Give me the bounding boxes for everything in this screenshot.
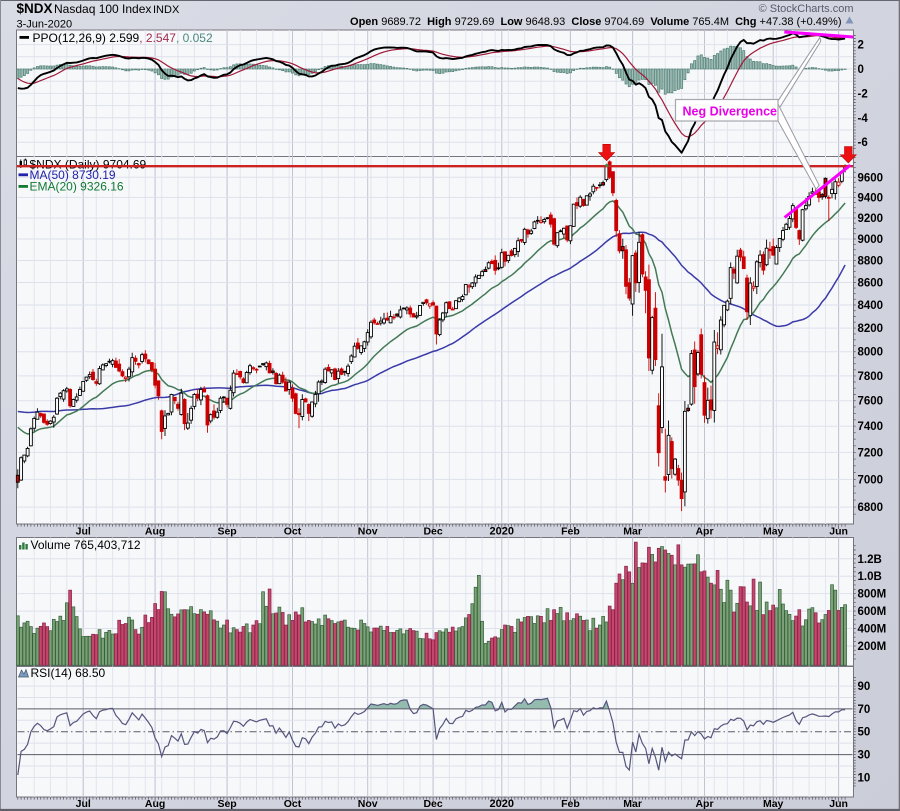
svg-text:Mar: Mar (623, 526, 642, 538)
svg-text:Neg Divergence: Neg Divergence (683, 105, 778, 119)
svg-text:70: 70 (858, 704, 871, 716)
svg-text:Jul: Jul (76, 798, 91, 810)
svg-text:Jun: Jun (829, 526, 848, 538)
svg-text:8000: 8000 (858, 347, 884, 359)
svg-text:Aug: Aug (145, 798, 165, 810)
svg-text:7800: 7800 (858, 371, 884, 383)
svg-text:INDX: INDX (153, 4, 180, 16)
svg-text:-2: -2 (858, 88, 868, 100)
svg-text:Sep: Sep (217, 798, 236, 810)
svg-text:8400: 8400 (858, 300, 884, 312)
svg-text:Mar: Mar (623, 798, 642, 810)
svg-text:600M: 600M (858, 606, 887, 618)
svg-text:Apr: Apr (695, 798, 713, 810)
svg-text:Volume 765,403,712: Volume 765,403,712 (31, 538, 141, 552)
svg-text:RSI(14) 68.50: RSI(14) 68.50 (31, 666, 106, 680)
svg-text:400M: 400M (858, 624, 887, 636)
svg-text:90: 90 (858, 681, 871, 693)
svg-text:Nasdaq 100 Index: Nasdaq 100 Index (54, 2, 151, 16)
svg-text:200M: 200M (858, 641, 887, 653)
svg-text:Feb: Feb (561, 798, 580, 810)
svg-text:Open 9689.72 High 9729.69 Lo: Open 9689.72 High 9729.69 Low 9648.93 Cl… (350, 16, 841, 28)
svg-text:Sep: Sep (217, 526, 236, 538)
svg-text:2020: 2020 (490, 798, 514, 810)
svg-text:-4: -4 (858, 113, 869, 125)
svg-text:PPO(12,26,9) 2.599, 2.547, 0.0: PPO(12,26,9) 2.599, 2.547, 0.052 (33, 31, 213, 45)
svg-text:8800: 8800 (858, 256, 884, 268)
svg-text:9000: 9000 (858, 234, 884, 246)
svg-text:Jul: Jul (76, 526, 91, 538)
svg-text:8600: 8600 (858, 278, 884, 290)
svg-text:May: May (763, 526, 784, 538)
svg-text:30: 30 (858, 750, 871, 762)
svg-text:$NDX: $NDX (17, 1, 53, 16)
svg-text:50: 50 (858, 727, 871, 739)
svg-text:May: May (763, 798, 784, 810)
svg-text:MA(50) 8730.19: MA(50) 8730.19 (30, 168, 116, 182)
svg-text:Apr: Apr (695, 526, 713, 538)
svg-text:7000: 7000 (858, 474, 884, 486)
svg-text:6800: 6800 (858, 502, 884, 514)
svg-text:Aug: Aug (145, 526, 165, 538)
svg-text:7400: 7400 (858, 421, 884, 433)
svg-text:800M: 800M (858, 589, 887, 601)
svg-text:Dec: Dec (423, 526, 442, 538)
svg-text:1.0B: 1.0B (858, 571, 882, 583)
svg-text:Oct: Oct (284, 798, 302, 810)
svg-text:9400: 9400 (858, 192, 884, 204)
svg-text:Feb: Feb (561, 526, 580, 538)
svg-text:2: 2 (858, 40, 864, 52)
svg-text:Jun: Jun (829, 798, 848, 810)
svg-text:Nov: Nov (358, 526, 378, 538)
svg-text:0: 0 (858, 64, 864, 76)
svg-text:9600: 9600 (858, 172, 884, 184)
svg-text:3-Jun-2020: 3-Jun-2020 (17, 19, 73, 31)
svg-text:1.2B: 1.2B (858, 554, 882, 566)
svg-text:$NDX (Daily) 9704.69: $NDX (Daily) 9704.69 (30, 157, 147, 171)
svg-text:Oct: Oct (284, 526, 302, 538)
svg-text:7200: 7200 (858, 447, 884, 459)
svg-text:EMA(20) 9326.16: EMA(20) 9326.16 (30, 180, 124, 194)
svg-text:9200: 9200 (858, 213, 884, 225)
svg-text:10: 10 (858, 772, 871, 784)
svg-text:7600: 7600 (858, 396, 884, 408)
svg-text:8200: 8200 (858, 323, 884, 335)
svg-text:Dec: Dec (423, 798, 442, 810)
svg-text:-6: -6 (858, 137, 868, 149)
svg-text:Nov: Nov (358, 798, 378, 810)
svg-text:2020: 2020 (490, 526, 514, 538)
svg-text:© StockCharts.com: © StockCharts.com (759, 3, 854, 15)
